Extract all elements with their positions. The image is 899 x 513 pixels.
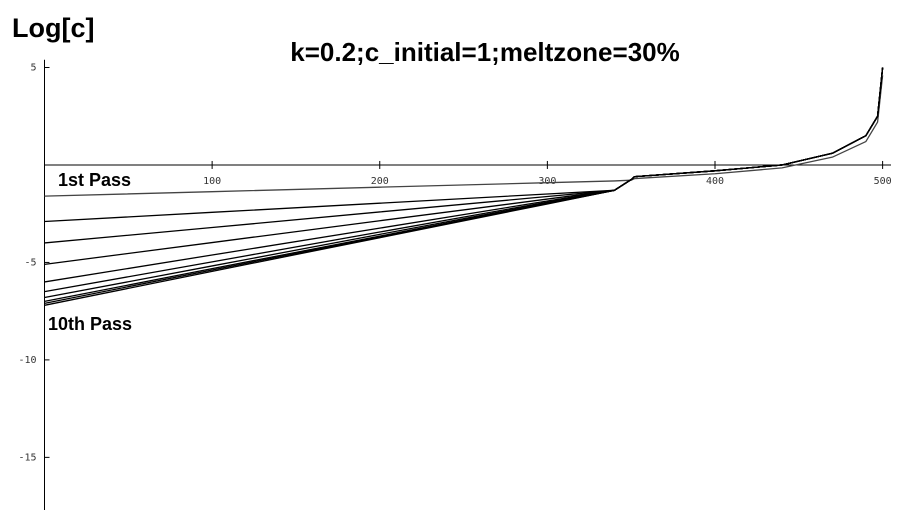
data-line: [44, 67, 884, 299]
data-line: [44, 67, 884, 293]
annotation: 10th Pass: [48, 314, 132, 334]
data-line: [44, 75, 884, 197]
y-tick-label: -15: [18, 452, 36, 463]
y-axis-label: Log[c]: [12, 13, 94, 43]
y-tick-label: 5: [30, 62, 36, 73]
y-tick-label: -10: [18, 355, 36, 366]
chart-title: k=0.2;c_initial=1;meltzone=30%: [290, 37, 679, 67]
y-tick-label: -5: [24, 257, 36, 268]
annotation: 1st Pass: [58, 170, 131, 190]
data-line: [44, 67, 884, 283]
data-line: [44, 67, 884, 223]
x-tick-label: 400: [706, 176, 724, 187]
x-tick-label: 300: [538, 176, 556, 187]
x-tick-label: 200: [371, 176, 389, 187]
x-tick-label: 100: [203, 176, 221, 187]
data-line: [44, 67, 884, 306]
data-line: [44, 67, 884, 266]
x-tick-label: 500: [874, 176, 892, 187]
